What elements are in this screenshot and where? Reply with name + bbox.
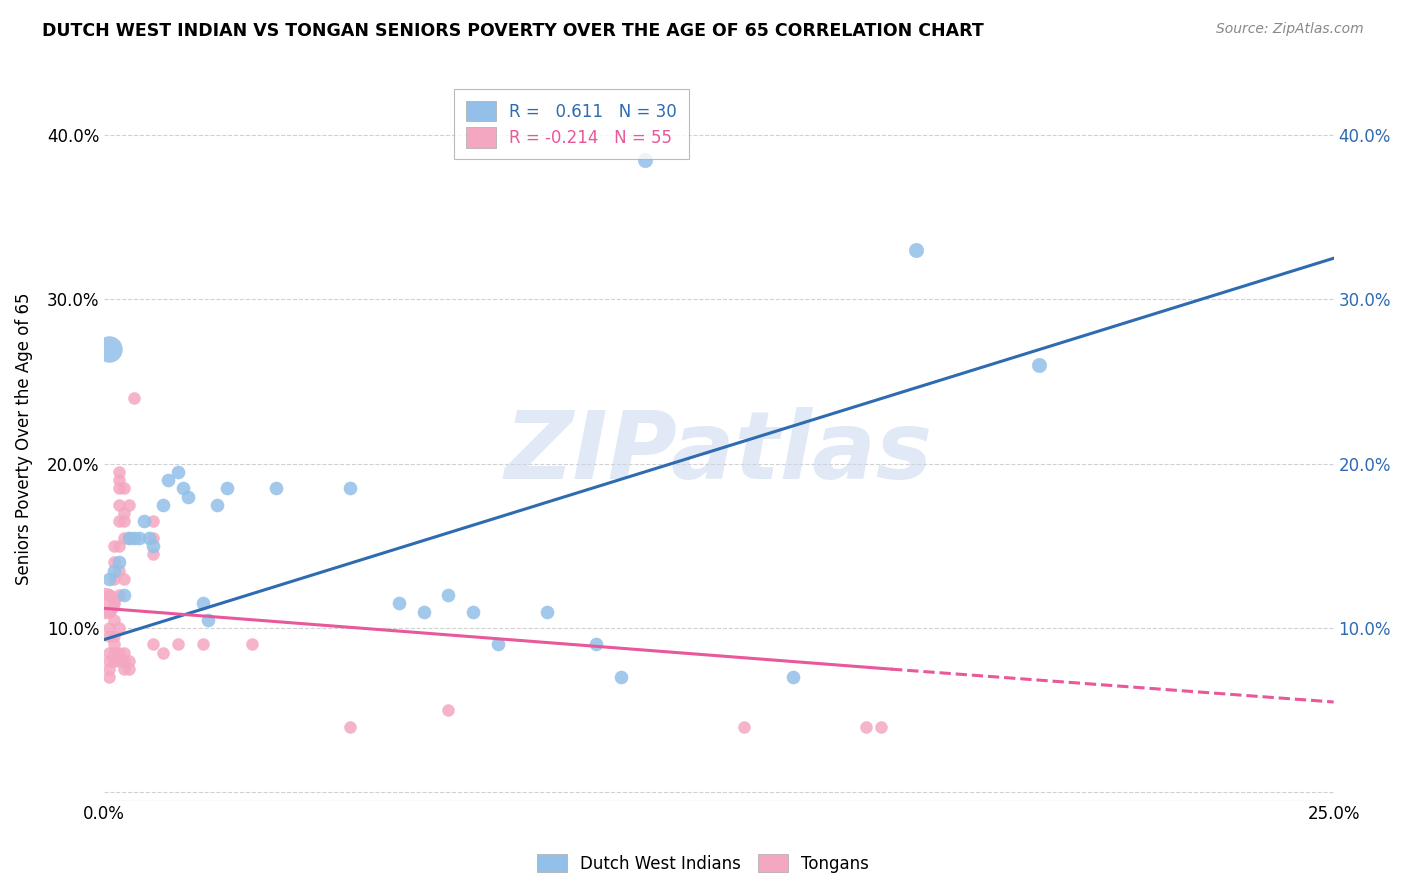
- Point: [157, 473, 180, 487]
- Point: [1028, 358, 1050, 372]
- Point: [634, 153, 657, 167]
- Point: [266, 481, 288, 495]
- Legend: R =   0.611   N = 30, R = -0.214   N = 55: R = 0.611 N = 30, R = -0.214 N = 55: [454, 89, 689, 160]
- Point: [388, 596, 411, 610]
- Point: [103, 646, 125, 660]
- Point: [138, 531, 160, 545]
- Point: [108, 646, 131, 660]
- Point: [167, 465, 190, 479]
- Point: [118, 531, 141, 545]
- Point: [98, 662, 121, 676]
- Point: [103, 564, 125, 578]
- Point: [103, 572, 125, 586]
- Point: [103, 613, 125, 627]
- Point: [486, 638, 509, 652]
- Point: [108, 481, 131, 495]
- Point: [437, 703, 460, 717]
- Point: [103, 638, 125, 652]
- Point: [112, 514, 135, 528]
- Point: [122, 531, 145, 545]
- Point: [98, 629, 121, 643]
- Point: [782, 670, 804, 684]
- Point: [112, 506, 135, 520]
- Text: Source: ZipAtlas.com: Source: ZipAtlas.com: [1216, 22, 1364, 37]
- Point: [197, 613, 219, 627]
- Legend: Dutch West Indians, Tongans: Dutch West Indians, Tongans: [530, 847, 876, 880]
- Point: [112, 646, 135, 660]
- Point: [128, 531, 150, 545]
- Point: [191, 596, 214, 610]
- Point: [112, 531, 135, 545]
- Point: [108, 654, 131, 668]
- Point: [98, 588, 121, 602]
- Point: [118, 654, 141, 668]
- Point: [733, 720, 755, 734]
- Point: [536, 605, 558, 619]
- Point: [98, 670, 121, 684]
- Y-axis label: Seniors Poverty Over the Age of 65: Seniors Poverty Over the Age of 65: [15, 293, 32, 585]
- Point: [108, 539, 131, 553]
- Point: [98, 621, 121, 635]
- Point: [142, 638, 165, 652]
- Point: [103, 555, 125, 569]
- Point: [118, 662, 141, 676]
- Point: [122, 391, 145, 405]
- Point: [172, 481, 194, 495]
- Point: [904, 243, 927, 257]
- Point: [108, 514, 131, 528]
- Point: [339, 481, 361, 495]
- Point: [103, 539, 125, 553]
- Point: [855, 720, 877, 734]
- Point: [339, 720, 361, 734]
- Point: [112, 588, 135, 602]
- Point: [142, 539, 165, 553]
- Point: [112, 481, 135, 495]
- Point: [167, 638, 190, 652]
- Point: [585, 638, 607, 652]
- Point: [412, 605, 434, 619]
- Point: [98, 646, 121, 660]
- Point: [177, 490, 200, 504]
- Point: [118, 498, 141, 512]
- Point: [142, 514, 165, 528]
- Point: [112, 662, 135, 676]
- Point: [152, 498, 174, 512]
- Point: [108, 473, 131, 487]
- Point: [240, 638, 263, 652]
- Point: [108, 588, 131, 602]
- Point: [142, 531, 165, 545]
- Point: [98, 342, 121, 356]
- Point: [142, 547, 165, 561]
- Point: [103, 629, 125, 643]
- Point: [112, 572, 135, 586]
- Point: [108, 621, 131, 635]
- Point: [609, 670, 631, 684]
- Point: [103, 596, 125, 610]
- Point: [108, 564, 131, 578]
- Point: [132, 514, 155, 528]
- Point: [191, 638, 214, 652]
- Text: DUTCH WEST INDIAN VS TONGAN SENIORS POVERTY OVER THE AGE OF 65 CORRELATION CHART: DUTCH WEST INDIAN VS TONGAN SENIORS POVE…: [42, 22, 984, 40]
- Point: [207, 498, 229, 512]
- Point: [152, 646, 174, 660]
- Text: ZIPatlas: ZIPatlas: [505, 408, 934, 500]
- Point: [437, 588, 460, 602]
- Point: [108, 498, 131, 512]
- Point: [108, 555, 131, 569]
- Point: [93, 596, 115, 610]
- Point: [112, 654, 135, 668]
- Point: [217, 481, 239, 495]
- Point: [98, 654, 121, 668]
- Point: [103, 654, 125, 668]
- Point: [108, 465, 131, 479]
- Point: [461, 605, 484, 619]
- Point: [118, 531, 141, 545]
- Point: [98, 605, 121, 619]
- Point: [870, 720, 893, 734]
- Point: [118, 531, 141, 545]
- Point: [98, 572, 121, 586]
